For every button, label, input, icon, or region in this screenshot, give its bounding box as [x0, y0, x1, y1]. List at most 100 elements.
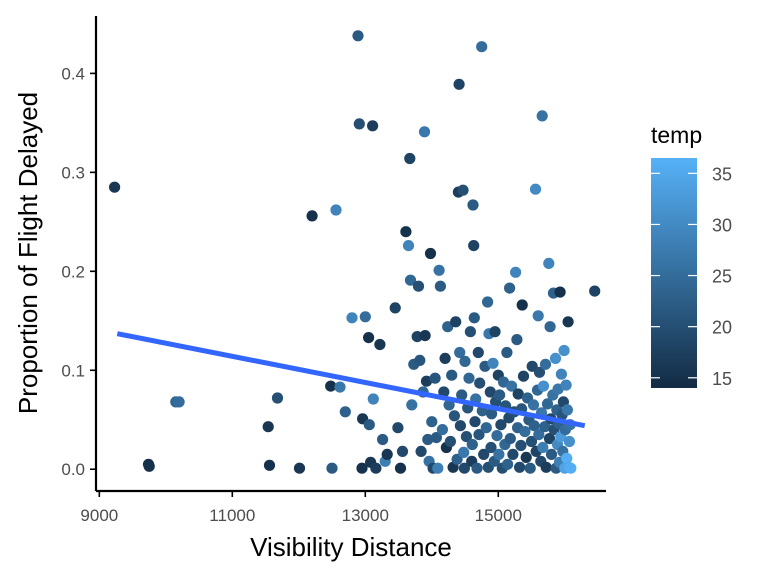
data-point — [414, 354, 426, 366]
data-point — [444, 435, 456, 448]
data-point — [589, 285, 601, 297]
data-point — [459, 355, 471, 367]
data-point — [561, 452, 573, 464]
data-point — [173, 396, 185, 408]
data-point — [419, 330, 431, 342]
data-point — [507, 448, 519, 460]
x-tick-label: 15000 — [475, 506, 522, 525]
legend-tick-label: 15 — [712, 369, 732, 389]
data-point — [487, 357, 499, 369]
legend-colorbar — [651, 158, 697, 388]
data-point — [306, 210, 318, 222]
data-point — [537, 441, 549, 454]
data-point — [486, 408, 498, 420]
y-tick-label: 0.4 — [61, 64, 85, 83]
data-point — [436, 424, 448, 436]
legend-tick-label: 35 — [712, 164, 732, 184]
data-point — [504, 282, 516, 294]
data-point — [468, 240, 480, 252]
data-point — [389, 302, 401, 314]
data-point — [424, 247, 437, 260]
legend-tick-label: 30 — [712, 215, 732, 235]
data-point — [293, 462, 306, 474]
data-point — [434, 280, 446, 292]
data-point — [504, 433, 516, 445]
data-point — [263, 459, 276, 471]
data-point — [367, 120, 379, 132]
data-point — [472, 346, 484, 359]
y-tick-label: 0.1 — [61, 361, 85, 380]
data-point — [352, 30, 364, 42]
data-point — [448, 410, 460, 422]
data-point — [495, 419, 507, 431]
data-point — [506, 380, 518, 392]
data-point — [482, 296, 494, 308]
data-point — [404, 274, 417, 286]
data-point — [536, 110, 548, 122]
data-point — [541, 398, 554, 410]
data-point — [363, 332, 375, 344]
data-point — [262, 421, 274, 433]
data-point — [565, 462, 577, 474]
data-point — [533, 429, 545, 441]
data-point — [404, 152, 416, 165]
data-point — [512, 388, 524, 400]
y-tick-label: 0.3 — [61, 163, 85, 182]
data-point — [480, 422, 492, 434]
data-point — [558, 344, 570, 357]
data-point — [460, 431, 472, 443]
data-point — [516, 299, 528, 311]
data-point — [476, 41, 488, 53]
data-point — [325, 380, 337, 392]
data-point — [429, 372, 441, 384]
data-point — [454, 346, 466, 359]
data-point — [466, 438, 478, 451]
data-point — [418, 126, 431, 138]
data-point — [370, 462, 382, 474]
data-point — [143, 460, 155, 472]
data-point — [326, 462, 338, 474]
data-point — [446, 369, 458, 381]
color-legend: temp 15 20 25 30 35 — [651, 122, 732, 389]
data-point — [509, 266, 522, 278]
data-point — [463, 372, 475, 384]
data-point — [537, 380, 550, 392]
data-point — [346, 312, 358, 324]
data-point — [433, 264, 445, 276]
data-point — [525, 435, 538, 448]
data-point — [464, 326, 476, 338]
data-point — [469, 416, 481, 428]
legend-ticks: 15 20 25 30 35 — [651, 164, 732, 389]
data-point — [489, 326, 501, 338]
data-point — [374, 338, 386, 351]
data-point — [545, 448, 558, 460]
data-point — [109, 181, 121, 193]
data-point — [539, 358, 552, 370]
y-tick-label: 0.2 — [61, 262, 85, 281]
data-point — [517, 370, 530, 382]
data-point — [353, 118, 365, 130]
data-point — [524, 462, 536, 474]
data-point — [430, 432, 442, 444]
data-point — [400, 226, 412, 238]
data-point — [412, 280, 425, 292]
data-point — [426, 416, 438, 428]
data-point — [456, 389, 468, 401]
data-point — [478, 448, 490, 460]
data-point — [422, 433, 434, 446]
data-point — [402, 240, 415, 252]
data-point — [453, 78, 465, 90]
legend-tick-label: 25 — [712, 267, 732, 287]
data-point — [519, 426, 531, 438]
data-point — [458, 446, 470, 458]
data-point — [377, 433, 389, 446]
data-point — [454, 420, 466, 432]
data-point — [396, 445, 409, 457]
data-point — [485, 441, 497, 454]
data-point — [330, 204, 342, 216]
data-point — [359, 311, 371, 323]
data-point — [484, 386, 496, 398]
data-point — [356, 462, 368, 474]
y-tick-label: 0.0 — [61, 460, 85, 479]
